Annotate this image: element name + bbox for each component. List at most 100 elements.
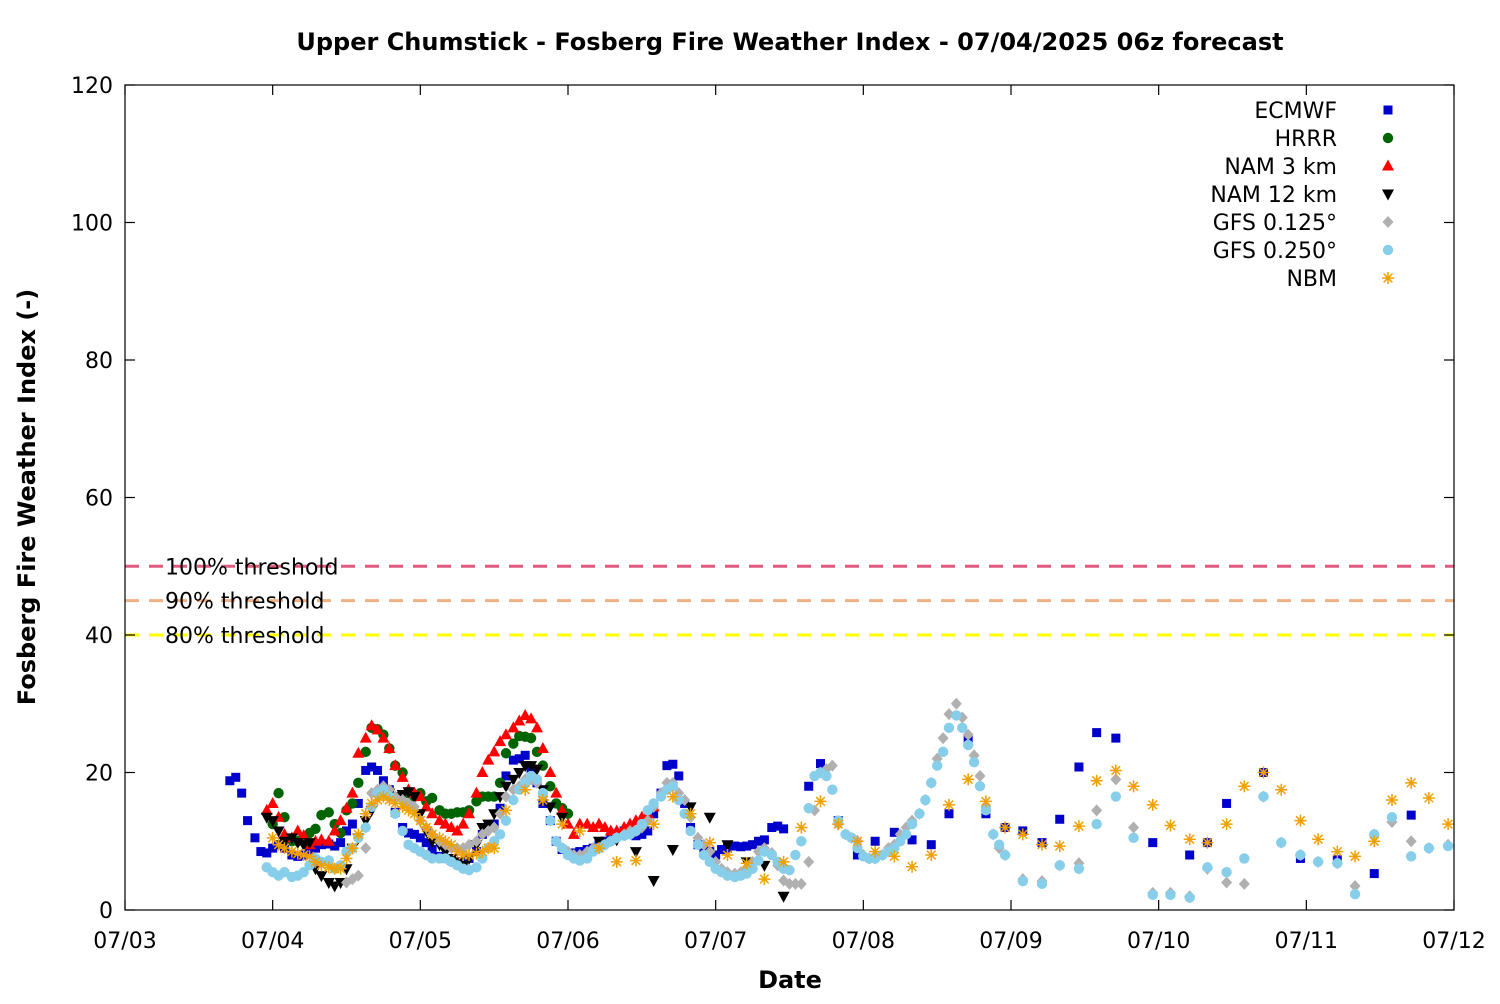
data-point [742,841,752,851]
y-tick-label: 100 [71,212,113,237]
data-point [1184,892,1195,903]
data-point [550,786,563,798]
data-point [766,849,777,861]
data-point [346,842,359,855]
data-point [777,855,790,868]
series-nam-3-km [260,708,660,850]
data-point [334,862,347,875]
data-point [674,771,684,781]
x-axis-label: Date [758,966,822,994]
data-point [629,847,642,859]
data-point [279,866,290,878]
data-point [1405,835,1417,848]
data-point [347,819,357,829]
data-point [536,741,549,753]
data-point [1423,842,1435,854]
data-point [1349,850,1362,863]
data-point [477,853,488,864]
data-point [593,842,606,855]
data-point [721,840,734,852]
data-point [508,794,519,806]
data-point [1036,838,1049,851]
data-point [668,759,678,769]
data-point [1258,791,1269,802]
data-point [610,824,623,836]
data-point [698,849,710,861]
data-point [637,829,647,839]
legend-marker [1382,272,1394,284]
data-point [360,822,371,833]
legend-marker [1382,132,1394,144]
data-point [567,827,580,839]
data-point [1349,879,1361,892]
threshold-label: 90% threshold [165,590,325,615]
x-tick-label: 07/08 [832,929,895,954]
data-points [225,697,1455,903]
data-point [530,764,543,776]
data-point [508,738,519,749]
data-point [703,836,716,849]
data-point [451,845,464,858]
data-point [629,854,642,867]
data-point [581,853,593,864]
data-point [389,759,402,771]
data-point [426,853,438,864]
data-point [655,791,667,802]
data-point [476,845,489,858]
data-point [888,850,901,863]
data-point [1369,869,1379,879]
data-point [520,750,530,760]
data-point [1238,780,1251,793]
legend-marker [1382,216,1394,228]
y-tick-label: 80 [85,349,113,374]
data-point [421,838,431,848]
legend-marker [1382,189,1394,201]
data-point [895,836,906,847]
data-point [285,833,298,845]
legend-label: HRRR [1275,127,1337,152]
data-point [408,807,421,820]
data-point [1091,818,1102,830]
data-point [377,731,390,743]
data-point [499,781,512,793]
data-point [826,759,838,772]
data-point [260,812,273,824]
data-point [353,798,363,808]
data-point [1073,863,1085,874]
data-point [508,755,518,765]
threshold-lines: 100% threshold 90% threshold 80% threshold [125,555,1454,649]
data-point [426,792,438,804]
data-point [647,818,660,831]
data-point [753,836,763,846]
data-point [1127,780,1140,793]
data-point [303,850,316,863]
data-point [784,864,795,876]
data-point [974,781,986,792]
data-point [846,832,857,844]
data-point [310,843,320,853]
data-point [334,814,347,826]
data-point [550,836,562,847]
data-point [1295,849,1306,861]
data-point [684,807,697,820]
legend: ECMWF HRRR NAM 3 km NAM 12 km GFS 0.125° GFS … [1210,99,1394,292]
data-point [648,798,659,809]
data-point [482,753,495,765]
data-point [353,777,364,789]
data-point [920,794,931,806]
data-point [519,783,532,796]
data-point [593,817,606,829]
series-nbm [266,764,1455,886]
data-point [1222,798,1232,808]
data-point [272,838,285,851]
data-point [519,708,532,720]
data-point [463,849,476,861]
data-point [1128,832,1139,844]
data-point [869,845,882,858]
legend-label: NAM 12 km [1210,183,1337,208]
data-point [717,845,727,854]
data-point [328,881,341,893]
data-point [266,816,279,828]
data-point [1331,845,1344,858]
